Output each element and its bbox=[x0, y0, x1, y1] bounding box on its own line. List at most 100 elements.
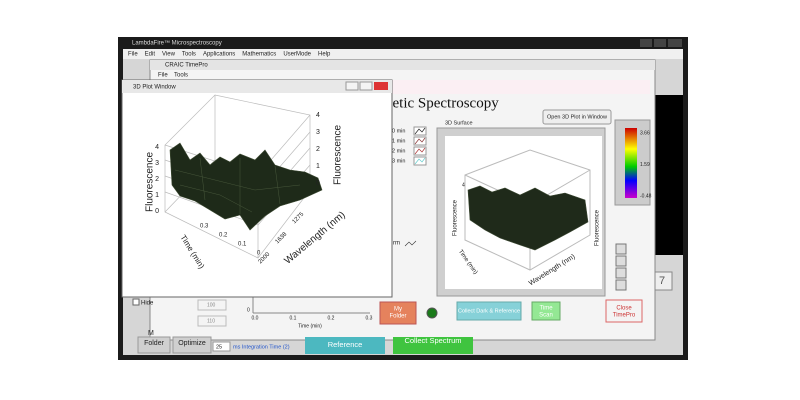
count: 7 bbox=[659, 275, 665, 287]
dark-panel bbox=[655, 95, 683, 255]
tool-button[interactable] bbox=[615, 255, 627, 267]
legend-extra: rm bbox=[393, 241, 400, 247]
z-label: Fluorescence bbox=[145, 152, 156, 212]
surface-label: 3D Surface bbox=[445, 120, 473, 126]
button-label: Time bbox=[539, 306, 553, 312]
z-tick: 0 bbox=[155, 208, 159, 215]
integration-label: ms Integration Time (2) bbox=[233, 344, 290, 350]
button-label: Close bbox=[616, 306, 632, 312]
close-button[interactable] bbox=[668, 39, 682, 47]
menu-item[interactable]: Edit bbox=[145, 52, 156, 58]
legend-swatch bbox=[413, 146, 427, 156]
optimize-button[interactable] bbox=[172, 336, 212, 354]
z-tick: 1 bbox=[155, 192, 159, 199]
plot-surface bbox=[169, 142, 323, 231]
menu-item[interactable]: File bbox=[128, 52, 138, 58]
my-folder-button[interactable] bbox=[379, 301, 417, 325]
menu-item[interactable]: Tools bbox=[182, 52, 196, 58]
legend-line bbox=[414, 157, 426, 165]
value-box-label: 100 bbox=[207, 302, 216, 308]
plot-mesh bbox=[174, 157, 301, 214]
mini-x-tick: 0.2 bbox=[328, 315, 335, 321]
open-3d-button[interactable] bbox=[542, 109, 612, 125]
z-tick-right: 0 bbox=[316, 180, 320, 187]
z-tick-right: 3 bbox=[316, 129, 320, 136]
time-tick: 0 bbox=[257, 251, 261, 257]
z-tick: 4 bbox=[155, 144, 159, 151]
time-scan-button[interactable] bbox=[531, 301, 561, 321]
mini-x-tick: 0.1 bbox=[290, 315, 297, 321]
time-tick: 0.2 bbox=[219, 233, 228, 239]
legend-swatch bbox=[413, 136, 427, 146]
legend-line bbox=[414, 137, 426, 145]
legend-label: 1 min bbox=[392, 138, 405, 144]
menu-item: File bbox=[158, 73, 168, 79]
legend-label: 3 min bbox=[392, 158, 405, 164]
status-led bbox=[426, 307, 438, 319]
legend-label: 0 min bbox=[392, 128, 405, 134]
legend-swatch bbox=[413, 126, 427, 136]
menu-item[interactable]: Applications bbox=[203, 52, 235, 58]
legend-swatch bbox=[413, 156, 427, 166]
integration-value: 25 bbox=[216, 344, 222, 350]
menu-item[interactable]: Mathematics bbox=[242, 52, 276, 58]
colorbar-label: 1.59 bbox=[640, 162, 650, 168]
hide-label: Hide bbox=[141, 301, 154, 307]
mini-x-tick: 0.3 bbox=[366, 315, 373, 321]
button-label: Scan bbox=[539, 313, 553, 319]
tool-button[interactable] bbox=[615, 279, 627, 291]
z-tick: 2 bbox=[155, 176, 159, 183]
tool-button[interactable] bbox=[615, 267, 627, 279]
menu-item[interactable]: View bbox=[162, 52, 176, 58]
collect-spectrum-button[interactable] bbox=[393, 337, 473, 354]
mini-x-tick: 0.0 bbox=[252, 315, 259, 321]
hide-checkbox[interactable] bbox=[132, 298, 140, 306]
mini-x-label: Time (min) bbox=[298, 323, 322, 329]
button-label: Folder bbox=[389, 314, 406, 320]
collect-dark-button[interactable] bbox=[456, 301, 522, 321]
boxes: 100 110 bbox=[197, 299, 227, 327]
z-tick: 3 bbox=[155, 160, 159, 167]
button-label: Collect Dark & Reference bbox=[458, 308, 520, 314]
surface-mesh bbox=[467, 185, 589, 251]
timepro-title: CRAIC TimePro bbox=[165, 63, 208, 69]
close-timepro-button[interactable] bbox=[605, 299, 643, 323]
folder-label: Folder bbox=[144, 340, 165, 347]
heading: netic Spectroscopy bbox=[385, 95, 499, 111]
surface-z-label-right: Fluorescence bbox=[595, 209, 601, 246]
colorbar bbox=[625, 128, 637, 198]
app-title: LambdaFire™ Microspectroscopy bbox=[132, 40, 222, 47]
integration-input[interactable] bbox=[212, 341, 231, 352]
value-box bbox=[197, 299, 227, 311]
folder-button[interactable] bbox=[137, 336, 171, 354]
legend: 0 min 1 min 2 min 3 min bbox=[392, 126, 427, 166]
reference-button[interactable] bbox=[305, 337, 385, 354]
plot-window-title: 3D Plot Window bbox=[133, 85, 176, 91]
max-button[interactable] bbox=[359, 81, 373, 91]
button-label: TimePro bbox=[613, 313, 636, 319]
surface-z-label: Fluorescence bbox=[453, 199, 459, 236]
tool-button[interactable] bbox=[615, 243, 627, 255]
value-box bbox=[197, 315, 227, 327]
collect-spectrum-label: Collect Spectrum bbox=[404, 336, 461, 345]
partial-label: M bbox=[148, 330, 154, 337]
max-button[interactable] bbox=[654, 39, 666, 47]
plot-titlebar bbox=[122, 80, 392, 93]
button-label: My bbox=[394, 307, 402, 313]
surface-z-tick: 4 bbox=[462, 182, 465, 188]
timepro-menu: File Tools bbox=[158, 73, 188, 79]
min-button[interactable] bbox=[640, 39, 652, 47]
legend-line bbox=[414, 127, 426, 135]
legend-label: 2 min bbox=[392, 148, 405, 154]
min-button[interactable] bbox=[345, 81, 359, 91]
colorbar-labels: 3.66 1.59 -0.48 bbox=[640, 130, 652, 199]
menu-item[interactable]: Help bbox=[318, 52, 331, 58]
close-button[interactable] bbox=[374, 82, 388, 90]
menu-item[interactable]: UserMode bbox=[283, 52, 311, 58]
value-box-label: 110 bbox=[207, 318, 215, 324]
menu-bar bbox=[123, 49, 683, 59]
legend-line bbox=[414, 147, 426, 155]
time-tick: 0.1 bbox=[238, 242, 247, 248]
